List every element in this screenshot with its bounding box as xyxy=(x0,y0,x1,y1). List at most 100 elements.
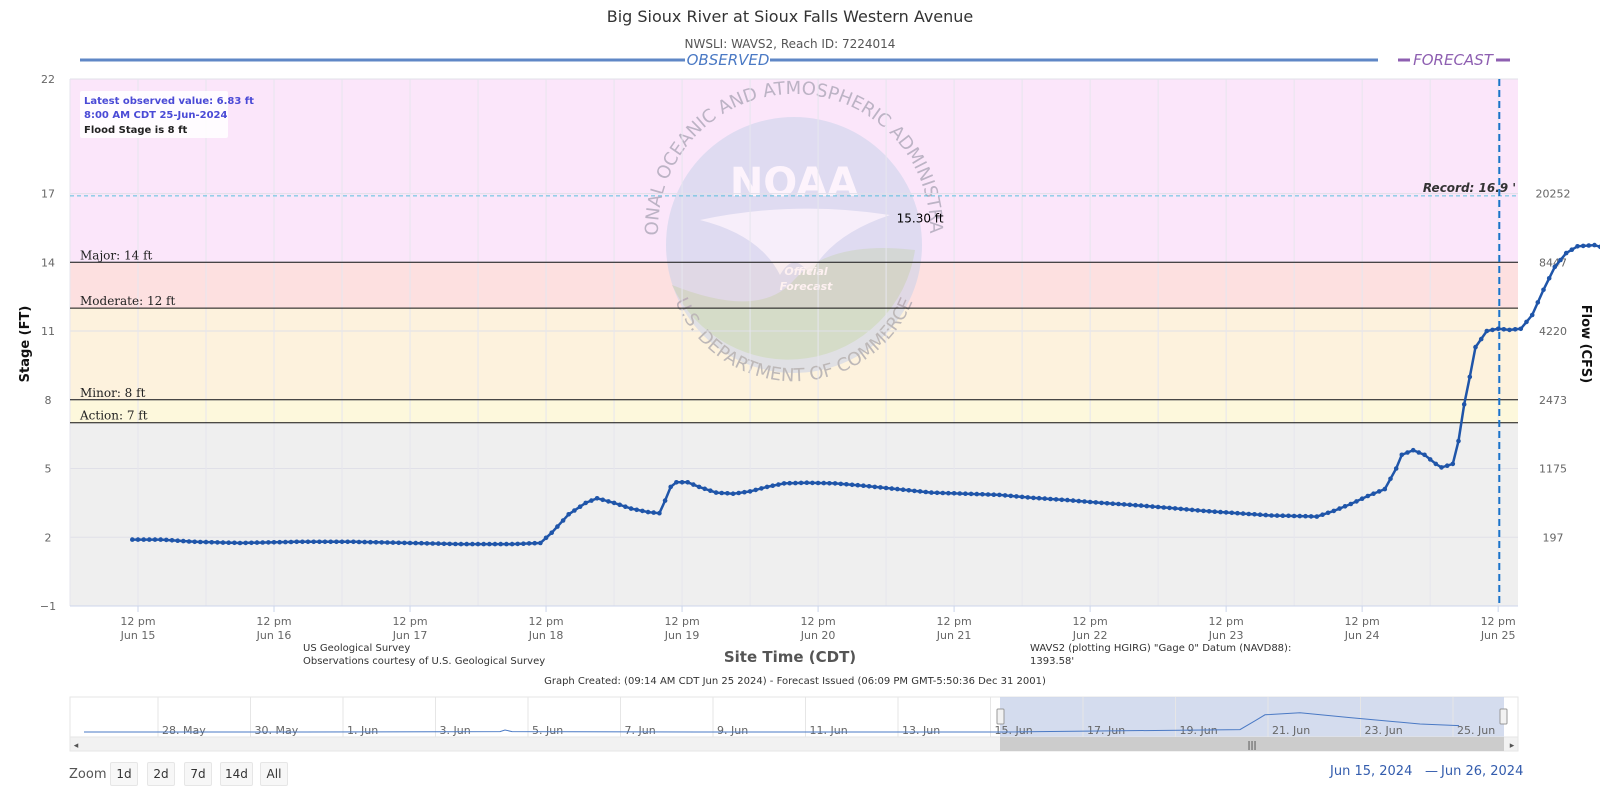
observed-point xyxy=(1597,244,1600,250)
observed-point xyxy=(294,539,300,545)
observed-point xyxy=(1342,504,1348,509)
range-from-date[interactable]: Jun 15, 2024 xyxy=(1330,764,1413,779)
zoom-2d-button[interactable]: 2d xyxy=(147,762,175,786)
navigator-date-label: 21. Jun xyxy=(1272,724,1310,737)
observed-point xyxy=(175,538,180,543)
navigator-handle-left[interactable] xyxy=(996,708,1005,725)
observed-point xyxy=(147,537,152,542)
observed-point xyxy=(713,490,719,495)
flow-tick-label: 20252 xyxy=(1536,188,1571,201)
observed-point xyxy=(1484,328,1490,334)
range-to-date[interactable]: Jun 26, 2024 xyxy=(1441,764,1524,779)
navigator-handle-right[interactable] xyxy=(1499,708,1508,725)
observed-point xyxy=(453,541,458,547)
observed-point xyxy=(1274,513,1280,518)
observed-point xyxy=(1495,326,1501,332)
observed-point xyxy=(203,539,209,545)
observed-point xyxy=(776,482,781,487)
observed-point xyxy=(764,484,770,490)
observed-point xyxy=(1150,504,1155,509)
threshold-label-minor: Minor: 8 ft xyxy=(80,386,146,400)
observed-point xyxy=(1518,326,1524,332)
observed-point xyxy=(1461,402,1467,407)
observed-point xyxy=(1575,244,1580,249)
observed-point xyxy=(1059,497,1065,503)
observed-point xyxy=(997,492,1002,498)
zoom-7d-button[interactable]: 7d xyxy=(184,762,212,786)
observed-point xyxy=(651,510,656,515)
observed-point xyxy=(787,480,792,486)
zoom-14d-button[interactable]: 14d xyxy=(220,762,253,786)
observed-point xyxy=(1093,500,1099,505)
observed-point xyxy=(1541,287,1546,293)
zoom-1d-button[interactable]: 1d xyxy=(110,762,138,786)
navigator-date-label: 13. Jun xyxy=(902,724,940,737)
zoom-all-button[interactable]: All xyxy=(260,762,288,786)
observed-point xyxy=(385,540,390,545)
observed-point xyxy=(504,541,509,547)
observed-point xyxy=(951,491,957,496)
observed-point xyxy=(895,486,900,492)
scrollbar-grip-icon: ||| xyxy=(1247,741,1256,751)
record-stage: Record: 16.9 ' xyxy=(70,181,1518,197)
observed-point xyxy=(396,540,402,546)
observed-point xyxy=(260,540,266,545)
observed-point xyxy=(1014,494,1019,499)
observed-point xyxy=(1195,508,1201,513)
observed-point xyxy=(1535,300,1541,305)
observed-point xyxy=(1235,510,1240,516)
x-tick-time: 12 pm xyxy=(1209,615,1244,628)
observed-point xyxy=(464,541,470,547)
observed-point xyxy=(1206,509,1212,514)
observed-point xyxy=(1524,319,1529,325)
observed-point xyxy=(441,541,447,547)
observed-point xyxy=(1563,250,1569,256)
observed-point xyxy=(702,486,707,492)
observed-point xyxy=(1087,499,1093,505)
info-box-bg xyxy=(80,91,228,138)
x-tick-time: 12 pm xyxy=(392,615,427,628)
observed-point xyxy=(861,483,866,489)
observed-point xyxy=(991,492,997,498)
observed-point xyxy=(1002,493,1008,498)
observed-point xyxy=(1382,486,1388,492)
observed-point xyxy=(509,541,515,547)
x-tick-date: Jun 23 xyxy=(1208,629,1244,642)
x-tick-date: Jun 24 xyxy=(1344,629,1380,642)
observed-point xyxy=(311,539,317,545)
observed-point xyxy=(209,540,214,545)
observed-point xyxy=(458,541,464,547)
y-axis-title: Stage (FT) xyxy=(18,306,33,383)
datum-note: WAVS2 (plotting HGIRG) "Gage 0" Datum (N… xyxy=(1030,643,1291,654)
flow-axis-title: Flow (CFS) xyxy=(1578,305,1593,383)
observed-point xyxy=(1161,505,1167,510)
observed-point xyxy=(232,540,237,546)
observed-point xyxy=(407,540,413,546)
navigator-selection[interactable] xyxy=(1000,697,1504,737)
observed-point xyxy=(526,541,532,546)
scrollbar-right-arrow-icon[interactable]: ▸ xyxy=(1510,741,1515,751)
observed-point xyxy=(351,539,356,545)
observed-point xyxy=(447,541,453,547)
navigator-date-label: 7. Jun xyxy=(625,724,656,737)
y-tick-label: 14 xyxy=(41,256,55,269)
observed-point xyxy=(1410,447,1416,453)
usgs-credit-note: Observations courtesy of U.S. Geological… xyxy=(303,656,545,667)
observed-point xyxy=(1042,496,1048,501)
observed-point xyxy=(1110,501,1116,507)
flow-tick-label: 2473 xyxy=(1539,394,1567,407)
observed-point xyxy=(186,539,192,544)
observed-point xyxy=(1252,512,1257,517)
observed-point xyxy=(1546,276,1552,281)
watermark-official-text: Official xyxy=(784,265,828,278)
navigator-date-label: 1. Jun xyxy=(347,724,378,737)
observed-point xyxy=(300,539,305,545)
scrollbar-thumb[interactable] xyxy=(1000,737,1504,751)
observed-point xyxy=(317,539,322,545)
navigator[interactable]: 28. May 30. May 1. Jun 3. Jun 5. Jun 7. Jun 9.… xyxy=(69,696,1519,752)
observed-point xyxy=(781,481,787,486)
scrollbar-left-arrow-icon[interactable]: ◂ xyxy=(74,741,79,751)
observed-point xyxy=(1076,498,1082,504)
observed-point xyxy=(1586,243,1592,248)
observed-point xyxy=(249,540,254,546)
